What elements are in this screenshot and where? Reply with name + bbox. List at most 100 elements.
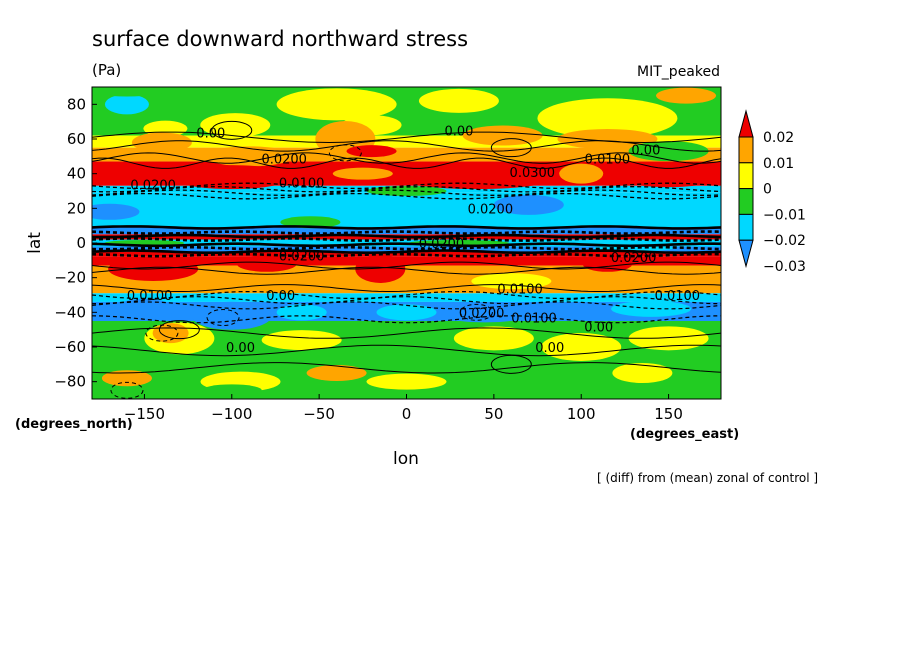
colorbar-label: 0.01 xyxy=(763,156,794,172)
y-tick-label: 0 xyxy=(76,234,86,252)
colorbar-box xyxy=(738,213,754,241)
contour-label: 0.0100 xyxy=(279,177,325,192)
field-blob xyxy=(656,87,717,104)
x-axis-label: lon xyxy=(393,449,419,469)
y-tick-label: −20 xyxy=(54,269,86,287)
contour-label: 0.00 xyxy=(444,125,473,140)
field-blob xyxy=(618,167,719,188)
contour-line xyxy=(92,296,721,305)
field-blob xyxy=(453,326,534,351)
colorbar-label: −0.01 xyxy=(763,207,806,223)
field-blob xyxy=(471,273,552,290)
field-blob xyxy=(435,302,536,323)
colorbar-bottom-arrow xyxy=(738,239,754,269)
contour-label: 0.0100 xyxy=(127,289,173,304)
field-blob xyxy=(306,365,367,381)
contour-loop xyxy=(328,144,362,162)
field-blob xyxy=(541,333,622,361)
contour-line xyxy=(92,301,721,310)
field-blob xyxy=(131,132,192,153)
contour-line xyxy=(92,284,721,292)
field-blob xyxy=(628,326,709,351)
run-label: MIT_peaked xyxy=(637,64,720,80)
colorbar-box xyxy=(738,136,754,164)
contour-line xyxy=(92,242,721,248)
contour-label: 0.0200 xyxy=(459,307,505,322)
field-blob xyxy=(612,363,673,383)
y-tick-label: 20 xyxy=(67,199,86,217)
y-tick-label: 60 xyxy=(67,130,86,148)
field-blob xyxy=(557,129,658,149)
plot-area: 0.00 0.0200 0.0100 0.0200 0.00 0.0300 0.0100 0.… xyxy=(92,87,721,399)
colorbar-label: −0.03 xyxy=(763,259,806,275)
y-tick-label: −40 xyxy=(54,303,86,321)
zonal-band xyxy=(92,293,721,302)
field-blob xyxy=(332,167,393,180)
contour-label: 0.0200 xyxy=(130,178,176,193)
contour-label: 0.00 xyxy=(226,341,255,356)
contour-label: 0.00 xyxy=(631,144,660,159)
zonal-band xyxy=(92,251,721,257)
field-blob xyxy=(201,384,262,397)
zonal-band xyxy=(92,227,721,235)
contour-line xyxy=(92,157,721,169)
x-tick-label: 0 xyxy=(402,405,412,423)
contour-loop xyxy=(110,381,144,399)
field-blob xyxy=(92,203,140,220)
field-blob xyxy=(200,113,271,138)
contour-line xyxy=(92,189,721,196)
zonal-band xyxy=(92,256,721,266)
contour-label: 0.0100 xyxy=(497,282,543,297)
field-blob xyxy=(236,255,297,272)
y-axis-label: lat xyxy=(25,232,45,254)
field-blob xyxy=(462,125,543,146)
colorbar-label: 0 xyxy=(763,182,772,198)
field-blob xyxy=(104,94,149,115)
field-blob xyxy=(559,163,604,184)
contour-label: 0.00 xyxy=(584,320,613,335)
x-tick-label: 50 xyxy=(484,405,503,423)
contour-line xyxy=(92,152,721,164)
y-tick-label: 40 xyxy=(67,165,86,183)
x-tick-label: −100 xyxy=(211,405,252,423)
contour-label: 0.0200 xyxy=(468,203,514,218)
y-tick-label: −80 xyxy=(54,373,86,391)
x-tick-label: 100 xyxy=(567,405,596,423)
contour-label: 0.0200 xyxy=(279,249,325,264)
contour-line xyxy=(92,182,721,190)
field-blob xyxy=(101,370,152,387)
contour-label: 0.0200 xyxy=(419,237,465,252)
contour-label: 0.00 xyxy=(535,341,564,356)
contour-line xyxy=(92,192,721,200)
x-tick-label: −50 xyxy=(303,405,335,423)
contour-line xyxy=(92,140,721,152)
contour-line xyxy=(92,291,721,299)
contour-label: 0.0300 xyxy=(510,166,556,181)
contour-line xyxy=(92,233,721,239)
contour-line xyxy=(92,266,721,275)
contour-loop xyxy=(211,120,253,140)
field-blob xyxy=(296,196,377,221)
field-blob xyxy=(261,330,342,351)
field-blob xyxy=(114,298,175,319)
contour-line xyxy=(92,327,721,339)
colorbar: 0.02 0.01 0 −0.01 −0.02 −0.03 xyxy=(738,109,806,275)
zonal-band xyxy=(92,246,721,252)
x-tick-label: −150 xyxy=(124,405,165,423)
y-tick-label: −60 xyxy=(54,338,86,356)
units-label: (Pa) xyxy=(92,61,121,79)
contour-label: 0.0100 xyxy=(511,312,557,327)
contour-loop xyxy=(158,320,200,340)
contour-label: 0.0200 xyxy=(611,251,657,266)
field-blob xyxy=(418,88,499,113)
field-blob xyxy=(376,304,437,321)
colorbar-top-arrow xyxy=(738,109,754,138)
y-tick-label: 80 xyxy=(67,95,86,113)
field-blob xyxy=(276,88,397,121)
footnote: [ (diff) from (mean) zonal of control ] xyxy=(597,471,818,485)
zonal-band xyxy=(92,192,721,228)
contour-line xyxy=(92,225,721,230)
contour-line xyxy=(92,261,721,270)
contour-loop xyxy=(490,354,532,374)
field-blob xyxy=(171,165,292,190)
